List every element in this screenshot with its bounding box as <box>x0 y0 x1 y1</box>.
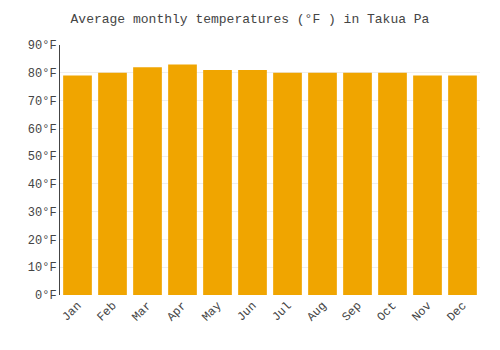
svg-text:20°F: 20°F <box>28 234 57 248</box>
svg-text:Average monthly temperatures (: Average monthly temperatures (°F ) in Ta… <box>71 12 430 27</box>
svg-text:Feb: Feb <box>94 299 119 324</box>
svg-text:Aug: Aug <box>304 299 329 324</box>
svg-text:0°F: 0°F <box>35 289 57 303</box>
svg-text:May: May <box>199 299 224 324</box>
svg-text:50°F: 50°F <box>28 150 57 164</box>
svg-text:10°F: 10°F <box>28 261 57 275</box>
svg-text:Mar: Mar <box>129 299 154 324</box>
svg-text:60°F: 60°F <box>28 123 57 137</box>
svg-text:70°F: 70°F <box>28 95 57 109</box>
svg-text:Jul: Jul <box>269 299 294 324</box>
svg-text:Nov: Nov <box>409 299 434 324</box>
svg-text:Sep: Sep <box>339 299 364 324</box>
svg-text:Dec: Dec <box>444 299 469 324</box>
svg-text:30°F: 30°F <box>28 206 57 220</box>
svg-text:Oct: Oct <box>374 299 399 324</box>
svg-text:Jun: Jun <box>234 299 259 324</box>
svg-text:40°F: 40°F <box>28 178 57 192</box>
svg-text:90°F: 90°F <box>28 39 57 53</box>
svg-text:Apr: Apr <box>164 299 189 324</box>
svg-text:80°F: 80°F <box>28 67 57 81</box>
svg-text:Jan: Jan <box>59 299 84 324</box>
